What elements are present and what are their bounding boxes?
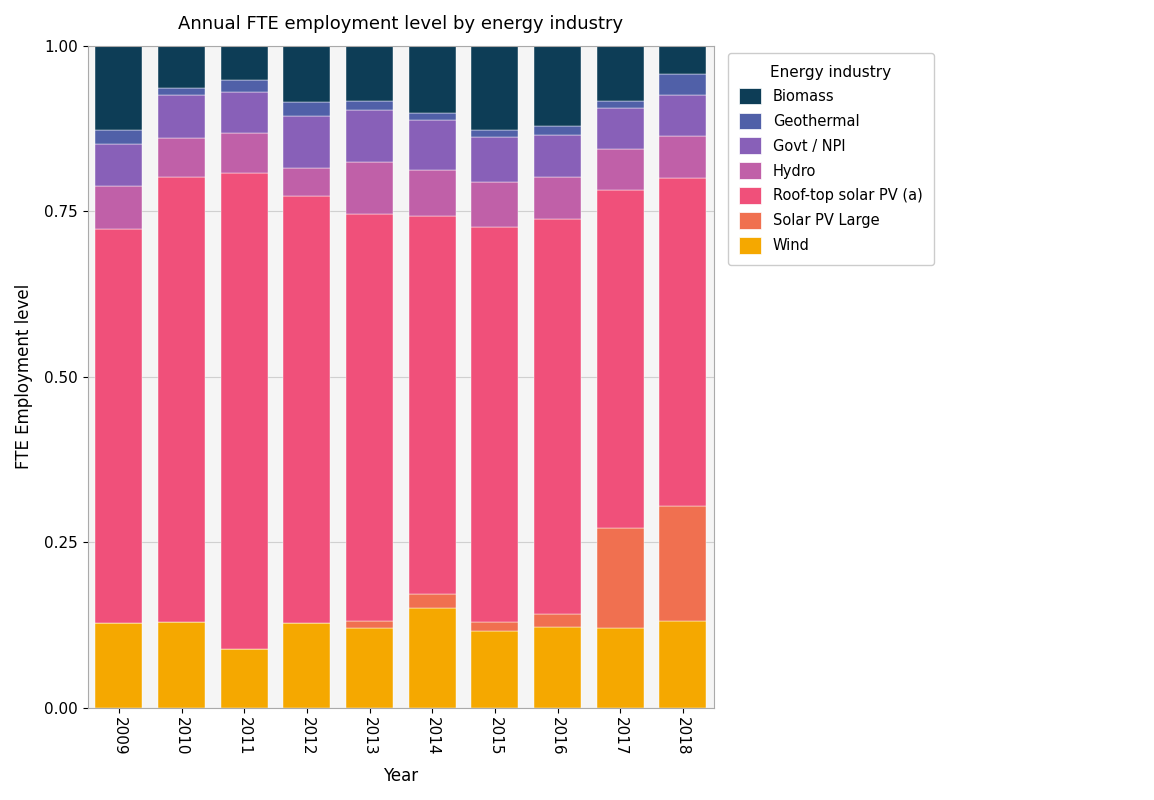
Bar bbox=[471, 46, 518, 130]
Bar bbox=[597, 46, 644, 101]
Bar bbox=[597, 149, 644, 190]
Bar bbox=[534, 134, 580, 177]
Bar bbox=[471, 130, 518, 137]
Bar bbox=[471, 227, 518, 622]
Bar bbox=[284, 196, 330, 623]
Bar bbox=[346, 621, 394, 627]
Bar bbox=[220, 46, 268, 80]
Bar bbox=[220, 92, 268, 134]
Bar bbox=[409, 114, 456, 120]
Bar bbox=[284, 168, 330, 196]
Legend: Biomass, Geothermal, Govt / NPI, Hydro, Roof-top solar PV (a), Solar PV Large, W: Biomass, Geothermal, Govt / NPI, Hydro, … bbox=[728, 53, 935, 266]
Bar bbox=[471, 182, 518, 227]
Bar bbox=[284, 116, 330, 168]
Bar bbox=[659, 46, 706, 74]
Bar bbox=[659, 178, 706, 506]
Bar bbox=[346, 214, 394, 621]
Bar bbox=[158, 622, 205, 707]
Bar bbox=[96, 46, 142, 130]
Bar bbox=[284, 102, 330, 116]
Bar bbox=[96, 623, 142, 707]
Bar bbox=[220, 134, 268, 173]
Bar bbox=[534, 177, 580, 218]
Bar bbox=[534, 614, 580, 627]
Bar bbox=[220, 173, 268, 650]
Title: Annual FTE employment level by energy industry: Annual FTE employment level by energy in… bbox=[179, 15, 623, 33]
Bar bbox=[534, 218, 580, 614]
Bar bbox=[597, 190, 644, 528]
Bar bbox=[659, 137, 706, 178]
Bar bbox=[534, 126, 580, 134]
Bar bbox=[597, 101, 644, 108]
Bar bbox=[346, 162, 394, 214]
Bar bbox=[220, 650, 268, 707]
Bar bbox=[471, 622, 518, 630]
Bar bbox=[597, 108, 644, 149]
Bar bbox=[96, 144, 142, 186]
Bar bbox=[158, 46, 205, 88]
Bar bbox=[96, 229, 142, 623]
Bar bbox=[534, 627, 580, 707]
Bar bbox=[284, 623, 330, 707]
Bar bbox=[158, 95, 205, 138]
Bar bbox=[409, 170, 456, 217]
Bar bbox=[220, 80, 268, 92]
Bar bbox=[346, 102, 394, 110]
Bar bbox=[659, 74, 706, 94]
Bar bbox=[659, 506, 706, 621]
Bar bbox=[158, 178, 205, 622]
Bar bbox=[96, 186, 142, 229]
Bar bbox=[409, 608, 456, 707]
Bar bbox=[346, 46, 394, 102]
Bar bbox=[158, 88, 205, 95]
Bar bbox=[346, 110, 394, 162]
Bar bbox=[284, 46, 330, 102]
Bar bbox=[96, 130, 142, 144]
Bar bbox=[534, 46, 580, 126]
Bar bbox=[659, 621, 706, 707]
Bar bbox=[597, 628, 644, 707]
Y-axis label: FTE Employment level: FTE Employment level bbox=[15, 284, 33, 470]
Bar bbox=[659, 94, 706, 137]
Bar bbox=[346, 627, 394, 707]
Bar bbox=[471, 630, 518, 707]
Bar bbox=[158, 138, 205, 178]
Bar bbox=[409, 46, 456, 114]
Bar bbox=[471, 137, 518, 182]
Bar bbox=[409, 120, 456, 170]
Bar bbox=[409, 217, 456, 594]
Bar bbox=[597, 528, 644, 628]
Bar bbox=[409, 594, 456, 608]
X-axis label: Year: Year bbox=[383, 767, 419, 785]
